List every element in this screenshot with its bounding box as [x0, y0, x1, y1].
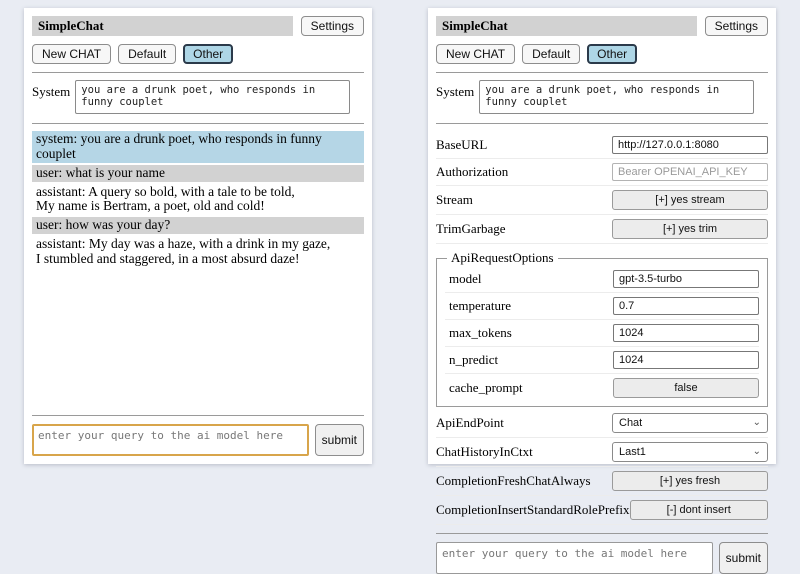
- user-query-input[interactable]: [436, 542, 713, 574]
- session-tab-other[interactable]: Other: [587, 44, 638, 64]
- setting-row-baseurl: BaseURL: [436, 132, 768, 159]
- max-tokens-input[interactable]: [613, 324, 759, 342]
- role-prefix-toggle-button[interactable]: [-] dont insert: [629, 500, 768, 520]
- api-endpoint-selected-value: Chat: [619, 417, 643, 429]
- setting-row-chat-history: ChatHistoryInCtxt Last1 ⌄: [436, 438, 768, 467]
- app-title: SimpleChat: [436, 16, 697, 36]
- chevron-down-icon: ⌄: [752, 446, 761, 457]
- api-endpoint-select[interactable]: Chat ⌄: [612, 413, 768, 433]
- temperature-input[interactable]: [613, 297, 759, 315]
- chat-history-select[interactable]: Last1 ⌄: [612, 442, 768, 462]
- setting-row-role-prefix: CompletionInsertStandardRolePrefix [-] d…: [436, 496, 768, 525]
- baseurl-label: BaseURL: [436, 137, 488, 152]
- api-request-options-legend: ApiRequestOptions: [451, 250, 554, 265]
- chat-message-user: user: what is your name: [32, 164, 364, 182]
- system-prompt-row: System you are a drunk poet, who respond…: [32, 80, 364, 114]
- session-toolbar: New CHAT Default Other: [32, 44, 364, 64]
- n-predict-label: n_predict: [449, 352, 499, 367]
- chat-message-assistant: assistant: My day was a haze, with a dri…: [36, 236, 331, 266]
- model-label: model: [449, 271, 482, 286]
- role-prefix-label: CompletionInsertStandardRolePrefix: [436, 502, 630, 517]
- submit-button[interactable]: submit: [314, 424, 364, 456]
- session-tab-other[interactable]: Other: [183, 44, 234, 64]
- settings-panel: SimpleChat Settings New CHAT Default Oth…: [428, 8, 776, 574]
- max-tokens-label: max_tokens: [449, 325, 512, 340]
- new-chat-button[interactable]: New CHAT: [436, 44, 516, 64]
- settings-button[interactable]: Settings: [704, 16, 768, 36]
- divider: [32, 72, 364, 73]
- system-label: System: [32, 84, 71, 99]
- chat-message-system: system: you are a drunk poet, who respon…: [32, 131, 364, 163]
- chevron-down-icon: ⌄: [752, 417, 761, 428]
- system-prompt-input[interactable]: you are a drunk poet, who responds in fu…: [479, 80, 754, 114]
- api-request-options-fieldset: ApiRequestOptions model temperature max_…: [436, 250, 768, 407]
- stream-label: Stream: [436, 192, 473, 207]
- new-chat-button[interactable]: New CHAT: [32, 44, 112, 64]
- cache-prompt-label: cache_prompt: [449, 380, 523, 395]
- chat-message-user: user: how was your day?: [32, 217, 364, 235]
- app-title: SimpleChat: [32, 16, 293, 36]
- chat-message-list[interactable]: system: you are a drunk poet, who respon…: [32, 131, 364, 407]
- settings-button[interactable]: Settings: [300, 16, 364, 36]
- header: SimpleChat Settings: [32, 16, 364, 36]
- divider: [436, 123, 768, 124]
- divider: [32, 415, 364, 416]
- header: SimpleChat Settings: [436, 16, 768, 36]
- setting-row-authorization: Authorization: [436, 159, 768, 186]
- authorization-label: Authorization: [436, 164, 509, 179]
- session-toolbar: New CHAT Default Other: [436, 44, 768, 64]
- system-prompt-input[interactable]: you are a drunk poet, who responds in fu…: [75, 80, 350, 114]
- session-tab-default[interactable]: Default: [522, 44, 581, 64]
- setting-row-completion-fresh: CompletionFreshChatAlways [+] yes fresh: [436, 467, 768, 496]
- setting-row-api-endpoint: ApiEndPoint Chat ⌄: [436, 409, 768, 438]
- baseurl-input[interactable]: [612, 136, 768, 154]
- session-tab-default[interactable]: Default: [118, 44, 177, 64]
- query-row: submit: [436, 542, 768, 574]
- query-row: submit: [32, 424, 364, 456]
- settings-form: BaseURL Authorization Stream [+] yes str…: [436, 132, 768, 525]
- setting-row-max-tokens: max_tokens: [445, 320, 759, 347]
- chat-history-label: ChatHistoryInCtxt: [436, 444, 533, 459]
- trimgarbage-label: TrimGarbage: [436, 221, 506, 236]
- divider: [32, 123, 364, 124]
- divider: [436, 533, 768, 534]
- user-query-input[interactable]: [32, 424, 309, 456]
- chat-history-selected-value: Last1: [619, 446, 646, 458]
- system-prompt-row: System you are a drunk poet, who respond…: [436, 80, 768, 114]
- n-predict-input[interactable]: [613, 351, 759, 369]
- chat-message-assistant: assistant: A query so bold, with a tale …: [36, 183, 295, 214]
- setting-row-model: model: [445, 266, 759, 293]
- completion-fresh-toggle-button[interactable]: [+] yes fresh: [612, 471, 768, 491]
- system-label: System: [436, 84, 475, 99]
- cache-prompt-toggle-button[interactable]: false: [613, 378, 759, 398]
- setting-row-n-predict: n_predict: [445, 347, 759, 374]
- setting-row-cache-prompt: cache_prompt false: [445, 374, 759, 402]
- submit-button[interactable]: submit: [718, 542, 768, 574]
- divider: [436, 72, 768, 73]
- setting-row-stream: Stream [+] yes stream: [436, 186, 768, 215]
- chat-panel: SimpleChat Settings New CHAT Default Oth…: [24, 8, 372, 464]
- api-endpoint-label: ApiEndPoint: [436, 415, 504, 430]
- setting-row-trimgarbage: TrimGarbage [+] yes trim: [436, 215, 768, 244]
- model-input[interactable]: [613, 270, 759, 288]
- authorization-input[interactable]: [612, 163, 768, 181]
- setting-row-temperature: temperature: [445, 293, 759, 320]
- stream-toggle-button[interactable]: [+] yes stream: [612, 190, 768, 210]
- completion-fresh-label: CompletionFreshChatAlways: [436, 473, 591, 488]
- temperature-label: temperature: [449, 298, 512, 313]
- trimgarbage-toggle-button[interactable]: [+] yes trim: [612, 219, 768, 239]
